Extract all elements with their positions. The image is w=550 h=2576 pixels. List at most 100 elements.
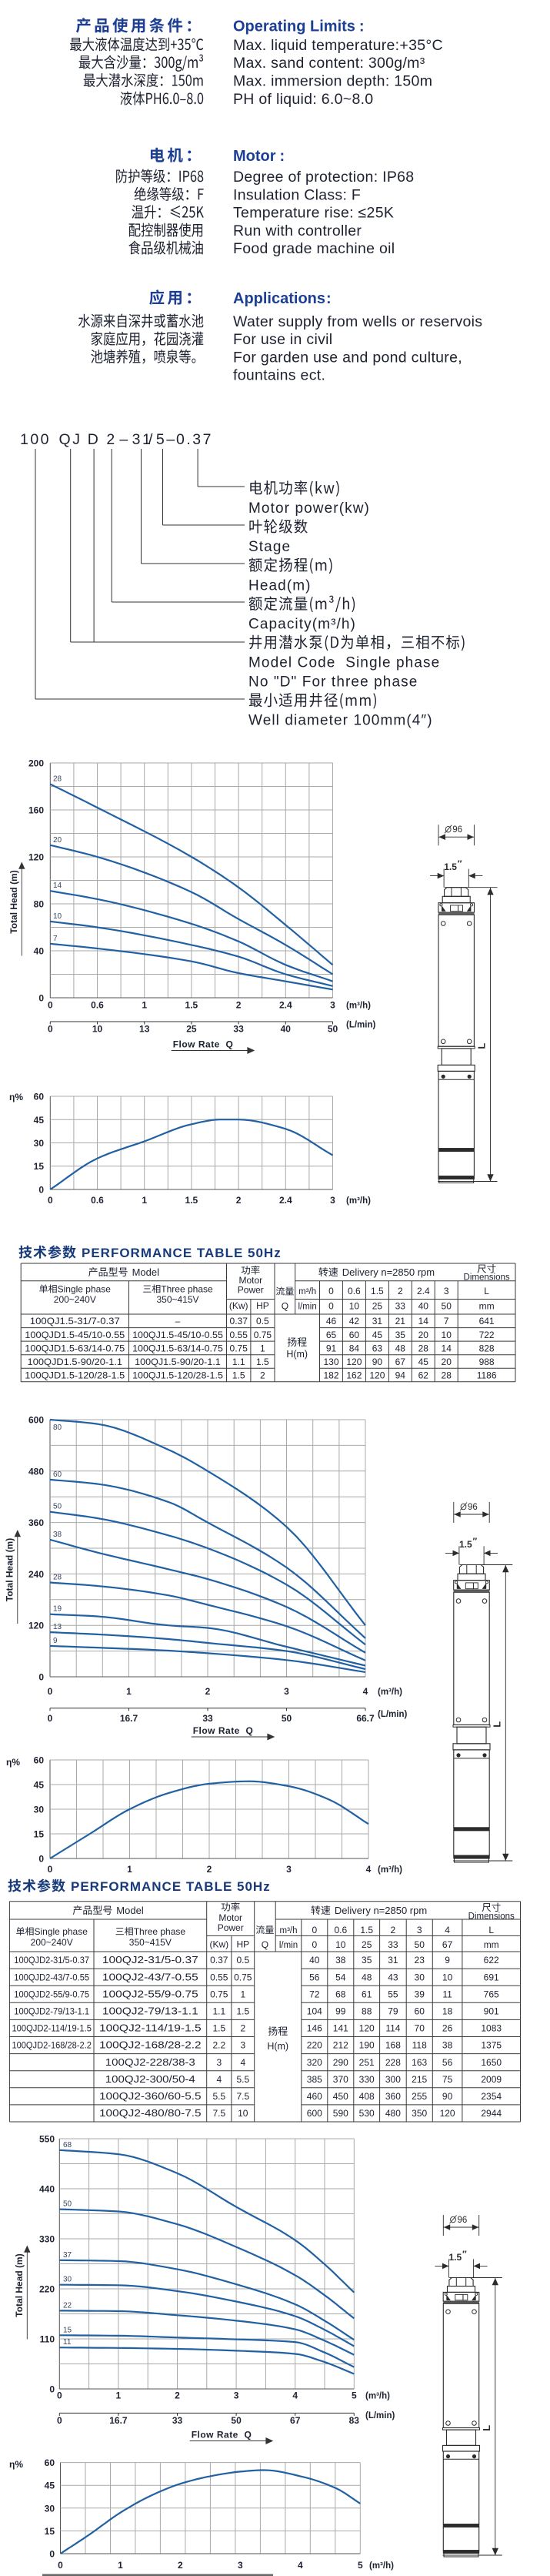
svg-text:15: 15 xyxy=(34,1829,45,1840)
svg-text:Well diameter 100mm(4″): Well diameter 100mm(4″) xyxy=(248,713,433,729)
svg-text:16.7: 16.7 xyxy=(120,1713,138,1724)
svg-text:75: 75 xyxy=(442,2074,453,2085)
svg-text:100QJD2-31/5-0.37: 100QJD2-31/5-0.37 xyxy=(14,1956,89,1965)
svg-text:31: 31 xyxy=(388,1955,398,1965)
svg-text:5.5: 5.5 xyxy=(212,2091,225,2102)
svg-text:L: L xyxy=(491,1721,502,1728)
svg-text:23: 23 xyxy=(415,1955,425,1965)
svg-text:l/min: l/min xyxy=(279,1941,298,1950)
svg-text:0: 0 xyxy=(49,2384,55,2395)
svg-text:l/min: l/min xyxy=(298,1303,316,1312)
svg-text:Run with controller: Run with controller xyxy=(233,222,362,239)
svg-text:35: 35 xyxy=(362,1955,372,1965)
svg-text:18: 18 xyxy=(442,2006,453,2017)
svg-text:50: 50 xyxy=(231,2415,242,2426)
svg-text:68: 68 xyxy=(63,2141,72,2149)
svg-text:5: 5 xyxy=(156,431,166,448)
svg-text:1.5: 1.5 xyxy=(444,861,457,872)
svg-text:72: 72 xyxy=(309,1989,320,1999)
svg-text:1.5: 1.5 xyxy=(371,1286,384,1296)
svg-text:60: 60 xyxy=(415,2006,425,2017)
svg-text:Single phase: Single phase xyxy=(35,1926,88,1937)
svg-text:120: 120 xyxy=(28,852,44,863)
svg-text:15: 15 xyxy=(34,1161,45,1172)
svg-text:67: 67 xyxy=(442,1939,453,1950)
svg-text:1.5: 1.5 xyxy=(459,1539,472,1550)
svg-text:15: 15 xyxy=(45,2526,55,2537)
svg-text:For use in civil: For use in civil xyxy=(233,331,332,348)
svg-text:330: 330 xyxy=(39,2234,55,2245)
svg-text:300: 300 xyxy=(385,2074,401,2085)
svg-text:765: 765 xyxy=(484,1989,499,1999)
svg-text:2009: 2009 xyxy=(481,2074,502,2085)
svg-text:480: 480 xyxy=(385,2108,401,2119)
svg-text:QJ: QJ xyxy=(59,431,82,448)
svg-text:Motor: Motor xyxy=(233,148,276,165)
svg-text:For garden use and pond cultur: For garden use and pond culture, xyxy=(233,349,462,366)
svg-text:11: 11 xyxy=(63,2338,72,2347)
svg-text:m³/h: m³/h xyxy=(280,1926,298,1935)
svg-text:3: 3 xyxy=(284,1686,289,1697)
svg-text:54: 54 xyxy=(335,1972,346,1982)
svg-text:0.75: 0.75 xyxy=(210,1989,228,1999)
svg-text:55: 55 xyxy=(388,1989,398,1999)
svg-text:120: 120 xyxy=(440,2108,455,2119)
svg-text:14: 14 xyxy=(53,882,62,890)
svg-text:100QJ2-55/9-0.75: 100QJ2-55/9-0.75 xyxy=(102,1989,198,1999)
svg-text:Delivery n=2850 rpm: Delivery n=2850 rpm xyxy=(335,1905,427,1916)
svg-text:15: 15 xyxy=(63,2326,72,2334)
svg-text:10: 10 xyxy=(92,1024,103,1035)
svg-text:(m³/h): (m³/h) xyxy=(378,1688,402,1697)
svg-text:2: 2 xyxy=(106,431,116,448)
svg-text:600: 600 xyxy=(28,1415,44,1426)
svg-text:14: 14 xyxy=(418,1316,429,1326)
svg-text:/: / xyxy=(148,431,155,448)
svg-text:28: 28 xyxy=(53,775,62,784)
svg-text:61: 61 xyxy=(362,1989,372,1999)
svg-text:65: 65 xyxy=(326,1330,337,1340)
svg-text:1: 1 xyxy=(127,1864,132,1875)
svg-text:215: 215 xyxy=(412,2074,427,2085)
svg-text:360: 360 xyxy=(28,1517,44,1528)
svg-text:120: 120 xyxy=(369,1370,385,1380)
svg-text:30: 30 xyxy=(45,2503,55,2514)
svg-text:1: 1 xyxy=(116,2390,122,2401)
svg-text:45: 45 xyxy=(34,1115,45,1126)
svg-text:56: 56 xyxy=(309,1972,320,1982)
svg-text:4: 4 xyxy=(216,2074,222,2085)
svg-text:50: 50 xyxy=(442,1301,452,1312)
svg-text:η%: η% xyxy=(6,1757,20,1768)
svg-text:30: 30 xyxy=(63,2276,72,2284)
svg-text:1: 1 xyxy=(126,1686,132,1697)
svg-text:0: 0 xyxy=(48,1864,53,1875)
svg-text:(m³/h): (m³/h) xyxy=(346,1196,371,1206)
svg-text:Model Code Single phase: Model Code Single phase xyxy=(248,655,440,671)
svg-text:13: 13 xyxy=(53,1623,62,1631)
svg-text:91: 91 xyxy=(326,1343,337,1353)
svg-text:(m³/h): (m³/h) xyxy=(369,2561,394,2571)
svg-text:3: 3 xyxy=(234,2390,239,2401)
svg-text:Single phase: Single phase xyxy=(58,1284,112,1295)
svg-text:100QJ1.5-63/14-0.75: 100QJ1.5-63/14-0.75 xyxy=(132,1343,223,1353)
svg-text:25: 25 xyxy=(372,1301,383,1312)
svg-text:2: 2 xyxy=(178,2560,183,2571)
svg-text:3: 3 xyxy=(330,1195,335,1206)
svg-text:114: 114 xyxy=(385,2023,400,2034)
svg-text:10: 10 xyxy=(442,1972,453,1982)
svg-text:9: 9 xyxy=(445,1955,450,1965)
svg-text:Motor power(kw): Motor power(kw) xyxy=(248,500,370,517)
svg-text:0.5: 0.5 xyxy=(236,1955,249,1965)
svg-text:η%: η% xyxy=(9,2459,23,2470)
svg-text:H(m): H(m) xyxy=(286,1349,308,1360)
svg-text:590: 590 xyxy=(333,2108,348,2119)
svg-text:1.5: 1.5 xyxy=(185,1000,198,1011)
svg-text:100QJ2-480/80-7.5: 100QJ2-480/80-7.5 xyxy=(99,2108,202,2119)
svg-text:0: 0 xyxy=(48,1195,53,1206)
svg-text:622: 622 xyxy=(484,1955,499,1965)
svg-text:0.37: 0.37 xyxy=(210,1955,228,1965)
svg-text:Flow Rate Q: Flow Rate Q xyxy=(173,1039,234,1050)
svg-text:100QJD1.5-120/28-1.5: 100QJD1.5-120/28-1.5 xyxy=(25,1370,125,1380)
svg-text:0.6: 0.6 xyxy=(91,1000,104,1011)
svg-text:39: 39 xyxy=(415,1989,425,1999)
svg-text:38: 38 xyxy=(335,1955,346,1965)
